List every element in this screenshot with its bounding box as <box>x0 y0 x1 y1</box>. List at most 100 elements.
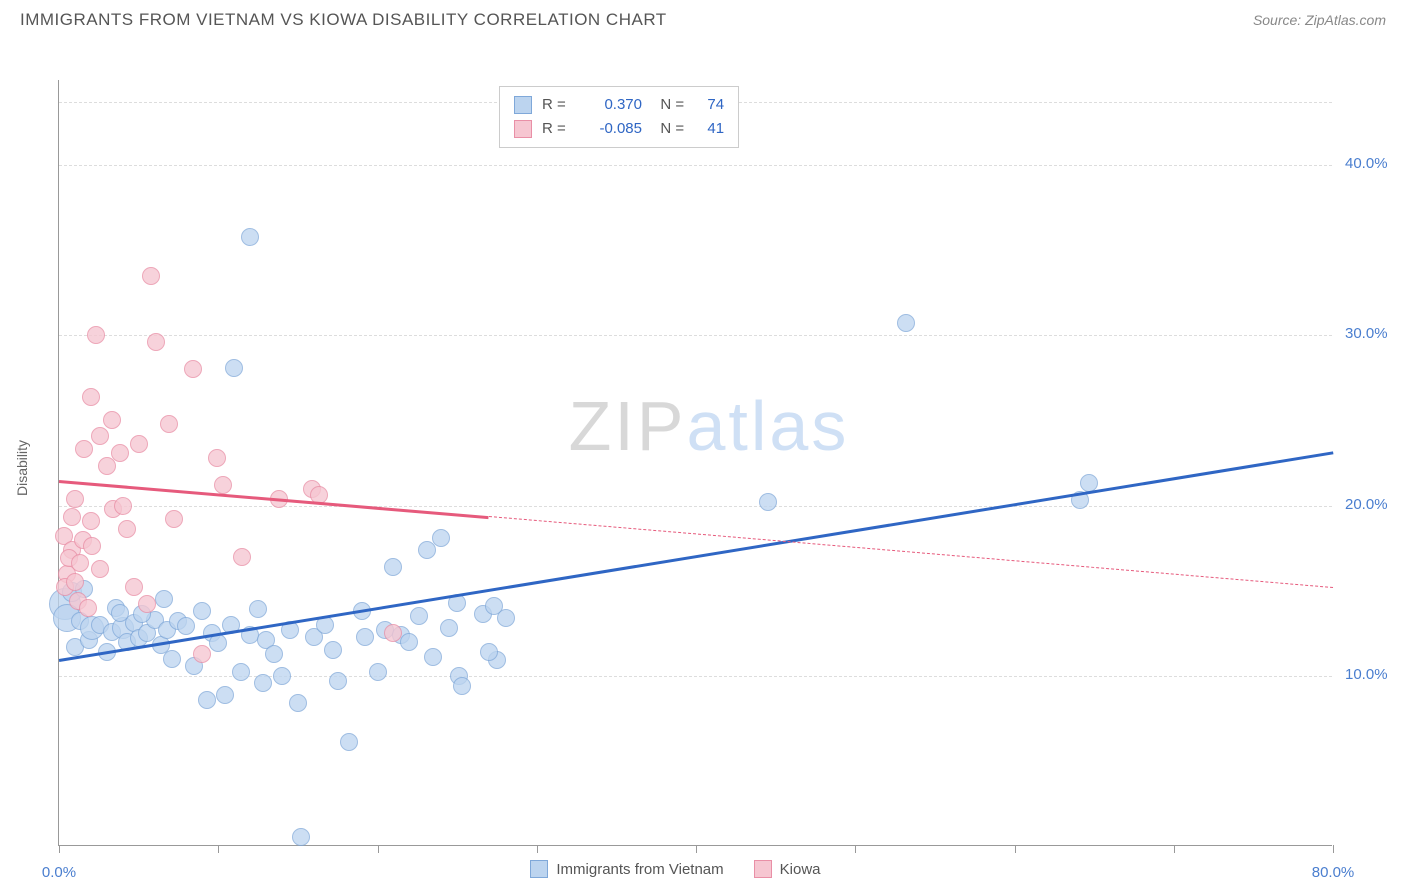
stats-legend-row: R = 0.370 N = 74 <box>514 93 724 117</box>
y-axis-label: Disability <box>14 440 30 496</box>
data-point <box>79 599 97 617</box>
data-point <box>232 663 250 681</box>
legend-swatch <box>514 96 532 114</box>
data-point <box>111 444 129 462</box>
grid-line <box>59 335 1332 336</box>
stat-n-label: N = <box>652 93 684 117</box>
data-point <box>384 558 402 576</box>
data-point <box>66 490 84 508</box>
grid-line <box>59 165 1332 166</box>
stats-legend-row: R = -0.085 N = 41 <box>514 117 724 141</box>
x-tick <box>378 845 379 853</box>
data-point <box>66 573 84 591</box>
data-point <box>410 607 428 625</box>
stat-n-value: 74 <box>694 93 724 117</box>
data-point <box>759 493 777 511</box>
x-tick <box>696 845 697 853</box>
data-point <box>91 560 109 578</box>
data-point <box>254 674 272 692</box>
data-point <box>118 520 136 538</box>
data-point <box>369 663 387 681</box>
data-point <box>82 512 100 530</box>
legend-label: Kiowa <box>780 861 821 878</box>
data-point <box>114 497 132 515</box>
data-point <box>71 554 89 572</box>
data-point <box>165 510 183 528</box>
legend-item: Kiowa <box>754 860 821 878</box>
data-point <box>453 677 471 695</box>
x-tick <box>1333 845 1334 853</box>
data-point <box>163 650 181 668</box>
grid-line <box>59 676 1332 677</box>
data-point <box>241 228 259 246</box>
x-tick <box>1174 845 1175 853</box>
data-point <box>91 427 109 445</box>
legend-item: Immigrants from Vietnam <box>530 860 723 878</box>
stat-r-label: R = <box>542 93 572 117</box>
data-point <box>82 388 100 406</box>
data-point <box>125 578 143 596</box>
data-point <box>177 617 195 635</box>
data-point <box>340 733 358 751</box>
grid-line <box>59 506 1332 507</box>
data-point <box>356 628 374 646</box>
y-tick-label: 20.0% <box>1345 496 1405 513</box>
data-point <box>497 609 515 627</box>
data-point <box>273 667 291 685</box>
data-point <box>111 604 129 622</box>
watermark: ZIPatlas <box>569 386 850 466</box>
data-point <box>193 645 211 663</box>
plot-area: 10.0%20.0%30.0%40.0%0.0%80.0%ZIPatlasR =… <box>58 80 1332 846</box>
stat-n-value: 41 <box>694 117 724 141</box>
data-point <box>75 440 93 458</box>
x-tick-label: 80.0% <box>1312 864 1355 881</box>
trend-line <box>489 516 1333 588</box>
data-point <box>216 686 234 704</box>
data-point <box>440 619 458 637</box>
data-point <box>225 359 243 377</box>
x-tick-label: 0.0% <box>42 864 76 881</box>
data-point <box>265 645 283 663</box>
data-point <box>184 360 202 378</box>
data-point <box>897 314 915 332</box>
chart-title: IMMIGRANTS FROM VIETNAM VS KIOWA DISABIL… <box>20 10 667 30</box>
legend-label: Immigrants from Vietnam <box>556 861 723 878</box>
data-point <box>400 633 418 651</box>
x-tick <box>855 845 856 853</box>
data-point <box>424 648 442 666</box>
x-tick <box>218 845 219 853</box>
legend-swatch <box>514 120 532 138</box>
series-legend: Immigrants from Vietnam Kiowa <box>530 860 820 878</box>
data-point <box>198 691 216 709</box>
data-point <box>289 694 307 712</box>
y-tick-label: 40.0% <box>1345 155 1405 172</box>
data-point <box>384 624 402 642</box>
y-tick-label: 10.0% <box>1345 666 1405 683</box>
data-point <box>160 415 178 433</box>
data-point <box>147 333 165 351</box>
legend-swatch <box>754 860 772 878</box>
data-point <box>130 435 148 453</box>
data-point <box>249 600 267 618</box>
data-point <box>208 449 226 467</box>
legend-swatch <box>530 860 548 878</box>
x-tick <box>59 845 60 853</box>
data-point <box>155 590 173 608</box>
source-label: Source: ZipAtlas.com <box>1253 12 1386 28</box>
stat-r-label: R = <box>542 117 572 141</box>
data-point <box>138 595 156 613</box>
data-point <box>98 457 116 475</box>
data-point <box>103 411 121 429</box>
stat-r-value: -0.085 <box>582 117 642 141</box>
data-point <box>292 828 310 846</box>
data-point <box>324 641 342 659</box>
data-point <box>83 537 101 555</box>
data-point <box>193 602 211 620</box>
data-point <box>209 634 227 652</box>
stat-n-label: N = <box>652 117 684 141</box>
stat-r-value: 0.370 <box>582 93 642 117</box>
data-point <box>329 672 347 690</box>
data-point <box>63 508 81 526</box>
x-tick <box>537 845 538 853</box>
y-tick-label: 30.0% <box>1345 325 1405 342</box>
